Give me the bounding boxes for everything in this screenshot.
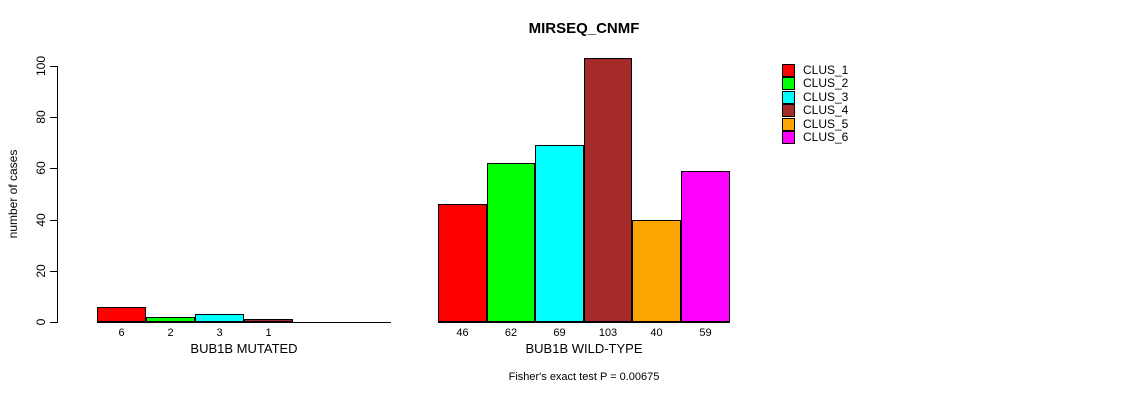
legend-item: CLUS_3 [782, 89, 849, 104]
fisher-test-annotation: Fisher's exact test P = 0.00675 [508, 371, 660, 383]
y-tick-label: 80 [34, 110, 48, 124]
bar-value-label: 3 [216, 327, 223, 339]
y-tick-label: 20 [34, 264, 48, 278]
legend-swatch [782, 104, 795, 118]
legend-item: CLUS_6 [782, 129, 849, 144]
legend-swatch [782, 130, 795, 144]
legend-label: CLUS_3 [803, 89, 849, 104]
y-axis-tick [50, 117, 57, 118]
bar-value-label: 62 [504, 327, 518, 339]
group-label: BUB1B MUTATED [190, 341, 298, 356]
group-baseline [97, 322, 391, 323]
legend-swatch [782, 117, 795, 131]
legend-label: CLUS_4 [803, 103, 849, 118]
bar [438, 204, 487, 322]
legend-item: CLUS_2 [782, 76, 849, 91]
bar [97, 307, 146, 322]
bar-value-label: 59 [699, 327, 712, 339]
bar-value-label: 40 [650, 327, 663, 339]
y-tick-label: 40 [34, 213, 48, 227]
legend-label: CLUS_6 [803, 129, 849, 144]
legend-swatch [782, 77, 795, 91]
bar [681, 171, 730, 322]
bar-value-label: 46 [456, 327, 469, 339]
bar-value-label: 69 [553, 327, 566, 339]
y-tick-label: 0 [34, 318, 48, 326]
bar [584, 58, 632, 322]
y-axis-line [57, 66, 58, 323]
bar-value-label: 103 [598, 327, 618, 339]
bar-value-label: 2 [167, 327, 174, 339]
y-tick-label: 60 [34, 161, 48, 175]
y-axis-tick [50, 322, 57, 323]
legend-swatch [782, 90, 795, 104]
legend-item: CLUS_4 [782, 103, 849, 118]
bar-value-label: 6 [118, 327, 125, 339]
bar [535, 145, 584, 322]
legend-label: CLUS_1 [803, 63, 849, 77]
bar [632, 220, 681, 322]
legend-item: CLUS_1 [782, 64, 848, 77]
bar [146, 317, 195, 322]
bar-value-label: 1 [265, 327, 272, 339]
y-axis-label: number of cases [6, 149, 20, 239]
y-axis-tick [50, 271, 57, 272]
y-axis-tick [50, 220, 57, 221]
group-baseline [438, 322, 730, 323]
legend-label: CLUS_2 [803, 76, 849, 91]
bar [195, 314, 244, 322]
bar [244, 319, 293, 322]
group-label: BUB1B WILD-TYPE [525, 341, 643, 356]
legend-label: CLUS_5 [803, 116, 849, 131]
y-tick-label: 100 [34, 55, 48, 77]
legend: CLUS_1 CLUS_2 CLUS_3 CLUS_4 CLUS_5 CLUS_6 [782, 64, 848, 144]
y-axis-tick [50, 66, 57, 67]
y-axis-tick [50, 168, 57, 169]
chart-title: MIRSEQ_CNMF [528, 20, 640, 37]
bar [487, 163, 535, 322]
legend-item: CLUS_5 [782, 116, 849, 131]
legend-swatch [782, 64, 795, 77]
